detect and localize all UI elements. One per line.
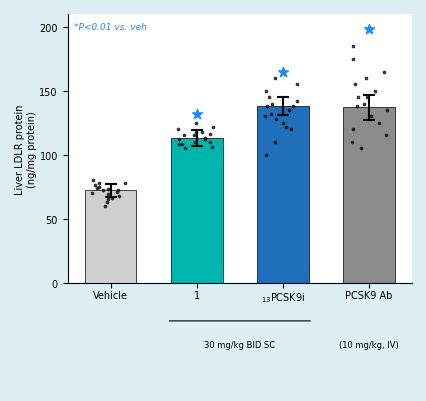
Point [271,116,278,123]
Point [353,103,360,110]
Point [94,185,101,192]
Point [104,192,111,198]
Point [95,180,102,186]
Point [101,203,108,209]
Point [175,137,181,143]
Point [282,124,289,130]
Point [210,124,216,130]
Point [279,69,285,75]
Point [267,111,273,117]
Point [190,133,197,139]
Point [192,139,199,146]
Point [113,189,120,195]
Point [349,127,356,133]
Y-axis label: Liver LDLR protein
(ng/mg protein): Liver LDLR protein (ng/mg protein) [15,104,37,194]
Point [371,88,378,95]
Point [208,144,215,151]
Point [262,103,269,110]
Point [100,188,106,194]
Point [115,193,122,199]
Point [175,127,181,133]
Bar [170,139,222,283]
Point [175,142,181,148]
Point [206,139,213,146]
Point [262,88,269,95]
Point [178,142,185,148]
Point [271,139,278,146]
Point [354,95,360,101]
Bar [343,108,394,283]
Point [362,75,369,82]
Point [89,178,96,184]
Point [363,95,369,101]
Point [348,57,355,63]
Point [293,82,299,88]
Point [288,103,295,110]
Point [96,184,103,190]
Point [192,129,199,136]
Point [268,101,274,107]
Point [109,195,115,202]
Bar [85,191,136,283]
Point [287,127,294,133]
Point [103,199,110,206]
Point [121,180,128,186]
Point [357,146,363,152]
Point [261,114,268,120]
Bar [256,107,308,283]
Point [92,183,98,189]
Point [193,111,200,117]
Point [104,186,111,193]
Point [279,120,285,127]
Point [360,101,367,107]
Text: (10 mg/kg, IV): (10 mg/kg, IV) [338,340,398,349]
Point [262,152,268,158]
Point [293,99,299,105]
Point [366,114,373,120]
Point [193,120,199,127]
Text: 30 mg/kg BID SC: 30 mg/kg BID SC [204,340,275,349]
Point [201,136,208,142]
Point [265,95,272,101]
Point [348,139,354,146]
Point [351,82,358,88]
Point [285,107,292,114]
Point [380,69,387,75]
Point [181,146,187,152]
Point [348,44,355,50]
Point [271,75,278,82]
Point [375,120,382,127]
Point [88,190,95,197]
Point [383,107,390,114]
Point [382,133,389,139]
Text: *P<0.01 vs. veh: *P<0.01 vs. veh [74,23,147,32]
Point [104,197,111,203]
Point [180,133,187,139]
Point [198,129,205,136]
Point [114,188,121,194]
Point [201,137,208,143]
Point [365,27,371,33]
Point [206,132,213,138]
